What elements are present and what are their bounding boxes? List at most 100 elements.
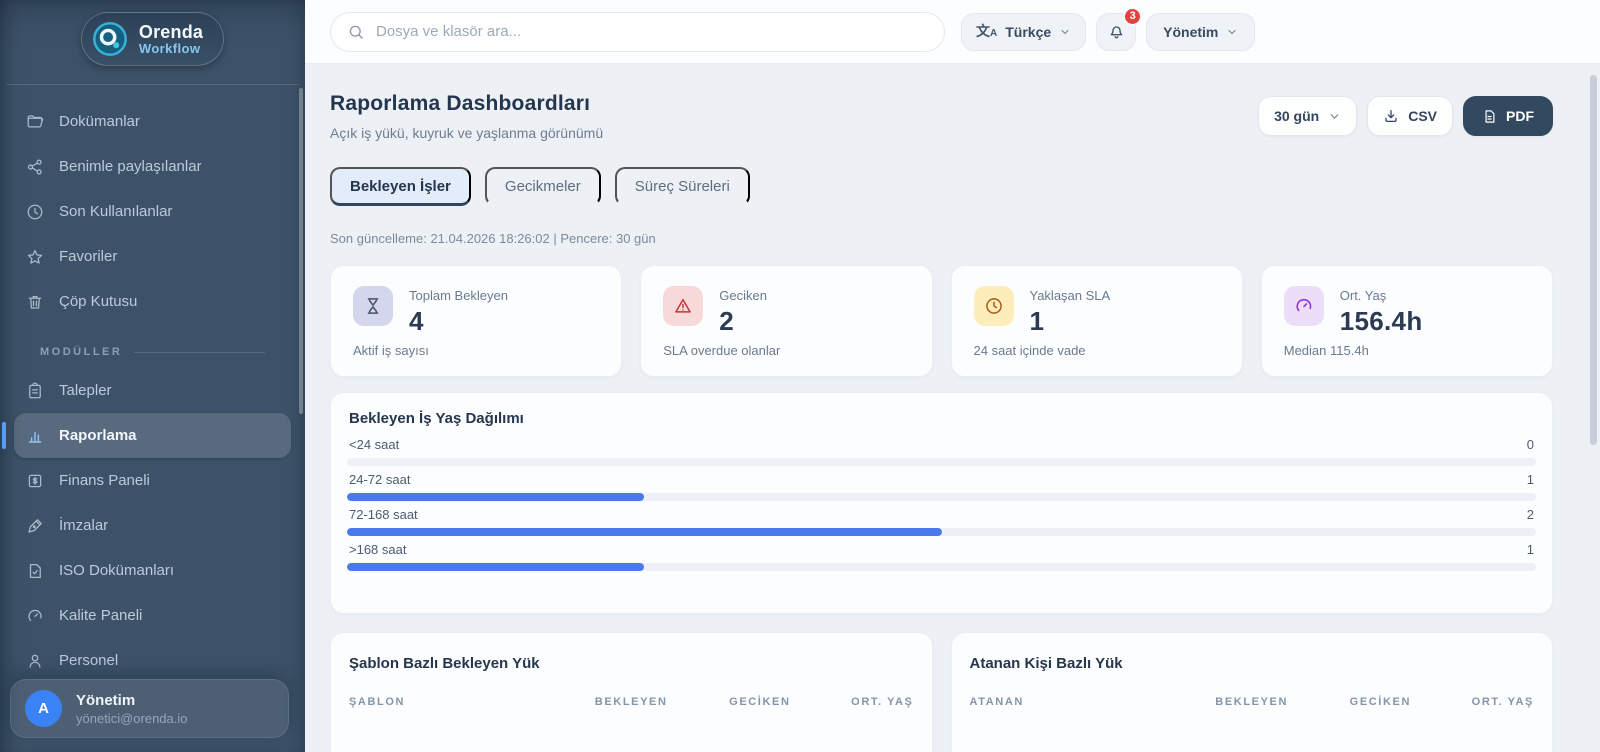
tab-gecikmeler[interactable]: Gecikmeler — [484, 167, 601, 206]
bar-fill — [347, 493, 645, 501]
column-header: BEKLEYEN — [594, 696, 668, 708]
column-header: ŞABLON — [349, 696, 406, 708]
sidebar-item-benimle-paylasilanlar[interactable]: Benimle paylaşılanlar — [14, 144, 291, 189]
clipboard-icon — [26, 382, 44, 400]
table-title: Atanan Kişi Bazlı Yük — [969, 655, 1123, 672]
bar-track — [347, 458, 1536, 466]
sidebar-nav: Dokümanlar Benimle paylaşılanlar Son Kul… — [0, 95, 305, 683]
avatar: A — [25, 690, 62, 727]
column-header: ATANAN — [969, 696, 1024, 708]
sidebar-item-label: Finans Paneli — [59, 472, 150, 489]
sidebar-user-card[interactable]: A Yönetim yönetici@orenda.io — [10, 679, 289, 738]
sidebar-item-kalite-paneli[interactable]: Kalite Paneli — [14, 593, 291, 638]
brand-logo[interactable]: Orenda Workflow — [80, 12, 225, 66]
bar-chart-icon — [26, 427, 44, 445]
table-title: Şablon Bazlı Bekleyen Yük — [349, 655, 540, 672]
modules-header-label: MODÜLLER — [40, 346, 123, 358]
person-icon — [26, 652, 44, 670]
sidebar-item-son-kullanilanlar[interactable]: Son Kullanılanlar — [14, 189, 291, 234]
main-scrollbar[interactable] — [1590, 75, 1597, 445]
receipt-dollar-icon — [26, 472, 44, 490]
stat-footer: SLA overdue olanlar — [663, 343, 781, 358]
sidebar-item-finans-paneli[interactable]: Finans Paneli — [14, 458, 291, 503]
table-header-row: ŞABLON BEKLEYEN GECİKEN ORT. YAŞ — [349, 696, 914, 708]
brand-name: Orenda — [138, 21, 204, 42]
bar-track — [347, 528, 1536, 536]
star-icon — [26, 248, 44, 266]
column-header: ORT. YAŞ — [1471, 696, 1534, 708]
stat-value: 4 — [409, 306, 424, 336]
date-range-value: 30 gün — [1274, 108, 1320, 124]
page-subtitle: Açık iş yükü, kuyruk ve yaşlanma görünüm… — [330, 125, 604, 141]
notifications-button[interactable]: 3 — [1096, 6, 1143, 51]
sidebar-item-label: İmzalar — [59, 517, 109, 534]
folder-icon — [26, 113, 44, 131]
stat-card-ort-yas: Ort. Yaş 156.4h Median 115.4h — [1260, 265, 1553, 377]
gauge-icon — [26, 607, 44, 625]
chevron-down-icon — [1059, 26, 1071, 38]
dashboard-tabs: Bekleyen İşler Gecikmeler Süreç Süreleri — [330, 167, 1553, 206]
sidebar-item-raporlama[interactable]: Raporlama — [2, 413, 291, 458]
main-area: 文A Türkçe 3 Yönetim Raporlama Dashboardl… — [305, 0, 1600, 752]
bar-value-label: 2 — [1526, 507, 1534, 522]
sidebar-item-imzalar[interactable]: İmzalar — [14, 503, 291, 548]
share-icon — [26, 158, 44, 176]
export-pdf-button[interactable]: PDF — [1463, 96, 1553, 136]
download-icon — [1383, 108, 1399, 124]
sidebar-item-talepler[interactable]: Talepler — [14, 368, 291, 413]
search-box — [330, 11, 945, 52]
tab-bekleyen-isler[interactable]: Bekleyen İşler — [330, 167, 471, 206]
sidebar-scrollbar[interactable] — [299, 88, 303, 414]
bar-category-label: 24-72 saat — [349, 472, 411, 487]
sidebar-item-label: Favoriler — [59, 248, 118, 265]
document-check-icon — [26, 562, 44, 580]
tab-surec-sureleri[interactable]: Süreç Süreleri — [614, 167, 750, 206]
sidebar-divider — [6, 84, 299, 85]
speedometer-icon — [1283, 286, 1324, 326]
section-divider — [134, 351, 265, 353]
pdf-label: PDF — [1506, 108, 1534, 124]
date-range-select[interactable]: 30 gün — [1258, 96, 1358, 136]
stat-footer: Median 115.4h — [1283, 343, 1369, 358]
stat-footer: Aktif iş sayısı — [353, 343, 429, 358]
bar-category-label: >168 saat — [349, 542, 407, 557]
sidebar-item-label: Kalite Paneli — [59, 607, 143, 624]
chart-title: Bekleyen İş Yaş Dağılımı — [349, 410, 524, 427]
stat-card-toplam-bekleyen: Toplam Bekleyen 4 Aktif iş sayısı — [330, 265, 623, 377]
page-title: Raporlama Dashboardları — [330, 92, 591, 115]
stat-card-yaklasan-sla: Yaklaşan SLA 1 24 saat içinde vade — [950, 265, 1243, 377]
stat-footer: 24 saat içinde vade — [973, 343, 1086, 358]
bar-category-label: <24 saat — [349, 437, 400, 452]
language-selector[interactable]: 文A Türkçe — [961, 12, 1087, 51]
sidebar-item-personel[interactable]: Personel — [14, 638, 291, 683]
clock-icon — [26, 203, 44, 221]
sidebar-item-dokumanlar[interactable]: Dokümanlar — [14, 99, 291, 144]
sidebar-item-label: Benimle paylaşılanlar — [59, 158, 202, 175]
stat-value: 156.4h — [1339, 306, 1423, 336]
sidebar-item-label: Personel — [59, 652, 119, 669]
stat-cards: Toplam Bekleyen 4 Aktif iş sayısı Gecike… — [330, 265, 1553, 377]
translate-icon: 文A — [976, 23, 998, 39]
stat-value: 1 — [1029, 306, 1045, 336]
sidebar-item-cop-kutusu[interactable]: Çöp Kutusu — [14, 279, 291, 324]
warning-icon — [663, 286, 704, 326]
table-header-row: ATANAN BEKLEYEN GECİKEN ORT. YAŞ — [970, 696, 1535, 708]
search-input[interactable] — [376, 23, 928, 40]
column-header: BEKLEYEN — [1215, 696, 1288, 708]
account-label: Yönetim — [1163, 23, 1219, 40]
chart-bar-row: >168 saat 1 — [347, 542, 1536, 571]
brand-orb-icon — [91, 20, 129, 58]
topbar: 文A Türkçe 3 Yönetim — [305, 0, 1600, 64]
clock-icon — [973, 286, 1014, 326]
account-menu-button[interactable]: Yönetim — [1146, 12, 1256, 51]
bar-track — [347, 563, 1536, 571]
breakdown-tables: Şablon Bazlı Bekleyen Yük ŞABLON BEKLEYE… — [330, 632, 1553, 752]
sidebar-item-iso-dokumanlari[interactable]: ISO Dokümanları — [14, 548, 291, 593]
bar-fill — [347, 528, 942, 536]
bar-value-label: 1 — [1526, 542, 1534, 557]
sidebar: Orenda Workflow Dokümanlar Benimle payla… — [0, 0, 305, 752]
bar-value-label: 1 — [1526, 472, 1534, 487]
csv-label: CSV — [1408, 108, 1437, 124]
export-csv-button[interactable]: CSV — [1367, 96, 1453, 136]
sidebar-item-favoriler[interactable]: Favoriler — [14, 234, 291, 279]
